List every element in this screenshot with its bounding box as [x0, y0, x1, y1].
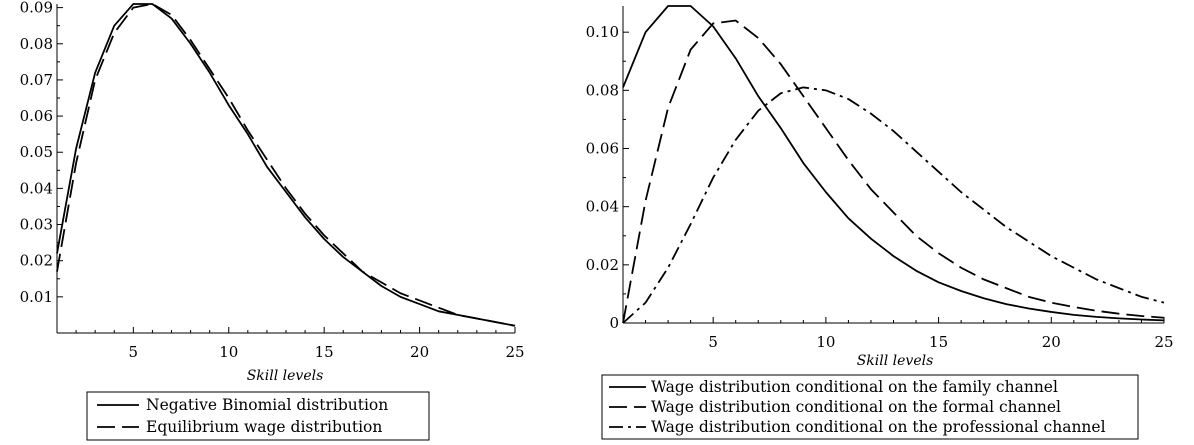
- x-tick-label: 20: [410, 343, 429, 361]
- x-tick-label: 5: [129, 343, 139, 361]
- x-tick-label: 15: [929, 333, 948, 351]
- legend-entry-2: Wage distribution conditional on the for…: [651, 398, 1061, 416]
- chart-panel-1: 5 10 15 20 25 0.01 0.02 0.03 0.04 0.05 0.06 0.07 0.0…: [20, 0, 525, 441]
- y-tick-label: 0.06: [20, 107, 53, 125]
- y-tick-label: 0.02: [586, 256, 619, 274]
- y-tick-label: 0.02: [20, 252, 53, 270]
- y-tick-label: 0.10: [586, 23, 619, 41]
- y-tick-label: 0.03: [20, 216, 53, 234]
- y-tick-label: 0.07: [20, 71, 53, 89]
- legend-entry-2: Equilibrium wage distribution: [146, 418, 382, 436]
- y-tick-label: 0.01: [20, 288, 53, 306]
- legend-entry-1: Negative Binomial distribution: [146, 396, 388, 414]
- legend-entry-3: Wage distribution conditional on the pro…: [651, 418, 1106, 436]
- y-tick-label: 0.04: [20, 179, 53, 197]
- y-tick-label: 0.08: [20, 35, 53, 53]
- y-tick-label: 0.05: [20, 143, 53, 161]
- x-tick-label: 20: [1042, 333, 1061, 351]
- y-tick-label: 0.04: [586, 198, 619, 216]
- x-tick-label: 25: [505, 343, 524, 361]
- chart-panel-2: 5 10 15 20 25 0 0.02 0.04 0.06 0.08 0.10 Skill leve…: [586, 5, 1174, 440]
- y-tick-label: 0: [609, 314, 619, 332]
- x-tick-label: 15: [315, 343, 334, 361]
- x-tick-label: 10: [816, 333, 835, 351]
- series-line-3: [622, 86, 1165, 324]
- legend-box: [86, 391, 430, 441]
- series-line-2: [56, 3, 516, 327]
- x-tick-label: 5: [708, 333, 718, 351]
- x-tick-label: 25: [1154, 333, 1173, 351]
- y-tick-label: 0.08: [586, 81, 619, 99]
- x-axis-label: Skill levels: [857, 353, 934, 369]
- series-line-1: [56, 3, 516, 327]
- y-tick-label: 0.06: [586, 140, 619, 158]
- series-line-2: [622, 19, 1165, 324]
- x-tick-label: 10: [219, 343, 238, 361]
- legend-entry-1: Wage distribution conditional on the fam…: [651, 378, 1058, 396]
- y-tick-label: 0.09: [20, 0, 53, 17]
- legend-box: [601, 374, 1139, 440]
- x-axis-label: Skill levels: [247, 368, 324, 384]
- series-line-1: [622, 5, 1165, 322]
